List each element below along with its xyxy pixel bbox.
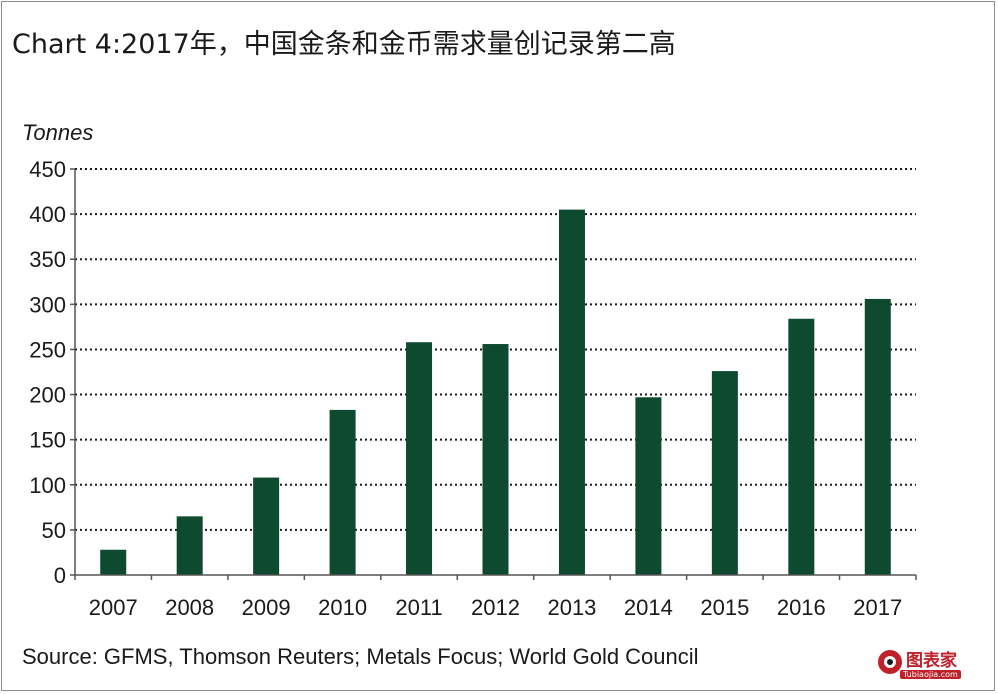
y-tick-label: 250: [29, 337, 66, 362]
brand-logo-icon: [878, 650, 902, 674]
y-tick-label: 300: [29, 292, 66, 317]
x-tick-label: 2009: [242, 595, 291, 620]
y-tick-label: 0: [54, 563, 66, 588]
y-tick-label: 200: [29, 383, 66, 408]
chart-title: Chart 4:2017年，中国金条和金币需求量创记录第二高: [12, 29, 676, 60]
y-tick-labels: 0 50 100 150 200 250 300 350 400 450: [29, 157, 66, 588]
bar-2013: [558, 209, 585, 575]
bar-2016: [788, 318, 815, 575]
y-axis-label: Tonnes: [22, 120, 94, 145]
x-tick-label: 2015: [700, 595, 749, 620]
x-tick-label: 2012: [471, 595, 520, 620]
y-tick-label: 400: [29, 202, 66, 227]
x-tick-label: 2014: [624, 595, 673, 620]
y-tick-label: 350: [29, 247, 66, 272]
bar-2011: [406, 342, 433, 575]
brand-logo-text: 图表家: [906, 651, 957, 671]
y-tick-label: 150: [29, 428, 66, 453]
x-tick-label: 2010: [318, 595, 367, 620]
x-tick-labels: 2007 2008 2009 2010 2011 2012 2013 2014 2015 2016…: [89, 595, 902, 620]
brand-logo: 图表家 Tubiaojia.com: [876, 640, 990, 686]
bar-2014: [635, 397, 662, 575]
y-tick-label: 50: [42, 518, 66, 543]
bar-2008: [176, 516, 203, 575]
bar-2010: [329, 409, 356, 575]
y-tick-label: 450: [29, 157, 66, 182]
bar-2017: [864, 298, 891, 575]
bar-2015: [711, 371, 738, 575]
axes: [70, 168, 917, 580]
source-note: Source: GFMS, Thomson Reuters; Metals Fo…: [22, 644, 699, 669]
brand-logo-subtext: Tubiaojia.com: [900, 670, 961, 679]
x-tick-label: 2011: [395, 595, 442, 620]
bar-2009: [253, 477, 280, 575]
bar-2007: [100, 549, 127, 575]
bar-2012: [482, 344, 509, 575]
x-tick-label: 2008: [165, 595, 214, 620]
x-tick-label: 2013: [547, 595, 596, 620]
y-tick-label: 100: [29, 473, 66, 498]
x-tick-label: 2007: [89, 595, 138, 620]
x-tick-label: 2017: [853, 595, 902, 620]
bars: [100, 209, 891, 575]
x-tick-label: 2016: [777, 595, 826, 620]
